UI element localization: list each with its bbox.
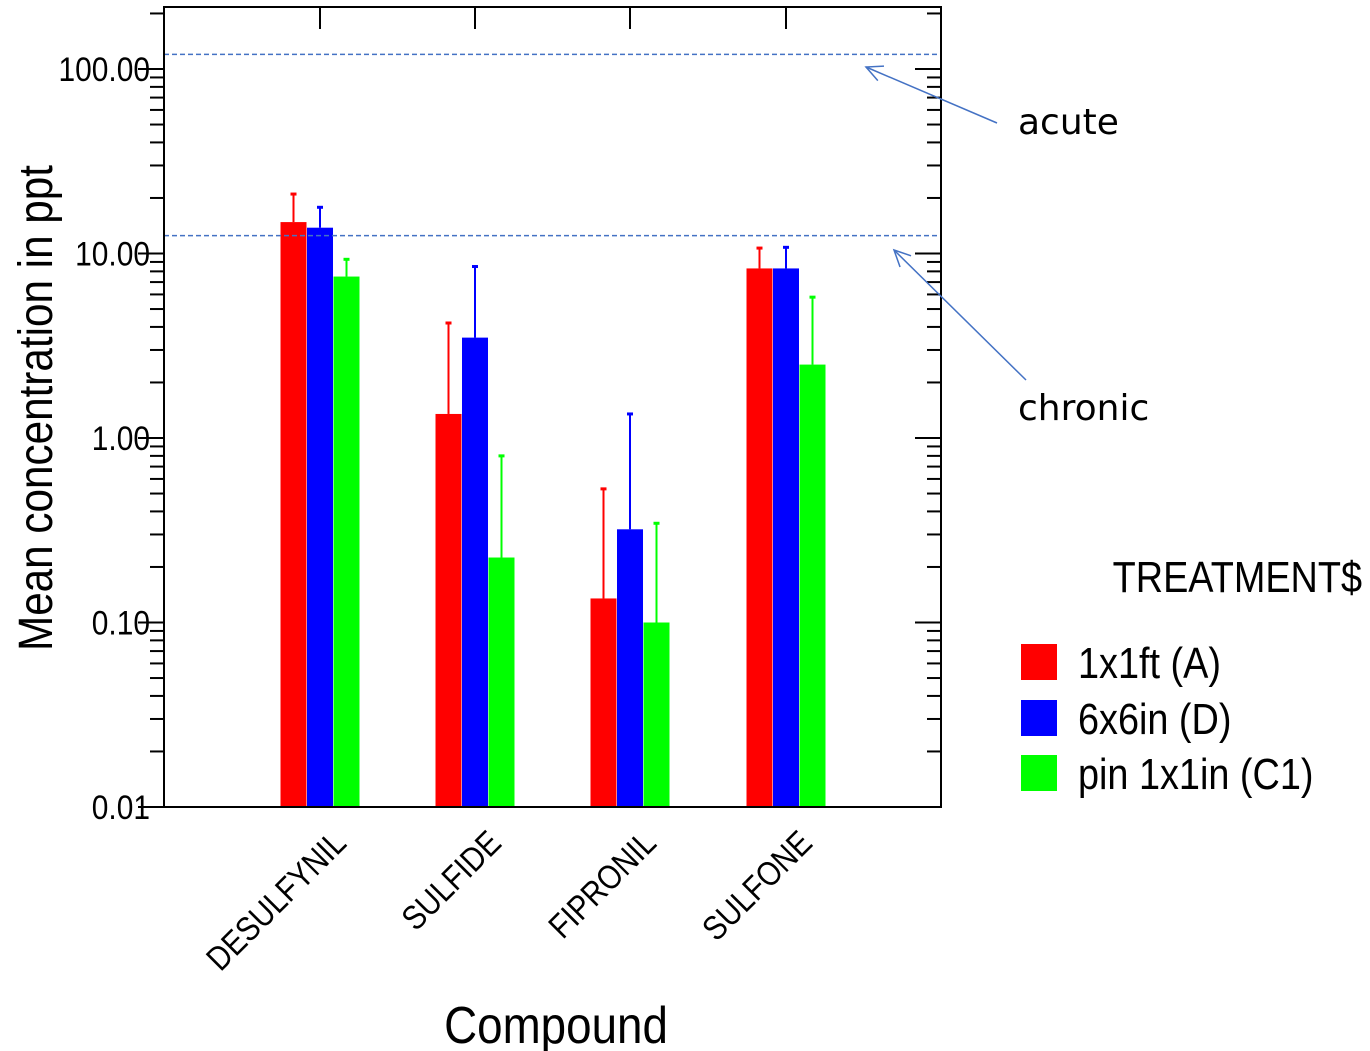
bar <box>643 622 670 807</box>
y-tick-label: 10.00 <box>75 235 150 273</box>
y-tick-label: 0.10 <box>92 604 150 642</box>
bar <box>746 268 773 808</box>
y-tick-labels: 0.01 0.10 1.00 10.00 100.00 <box>59 50 150 826</box>
x-tick-label: SULFONE <box>694 823 819 948</box>
bar <box>773 268 799 808</box>
legend: TREATMENT$ 1x1ft (A) 6x6in (D) pin 1x1in (C… <box>1021 552 1363 799</box>
annotation-arrow <box>893 249 1027 381</box>
bar <box>435 413 462 807</box>
x-tick-label: DESULFYNIL <box>199 823 354 978</box>
y-tick-label: 100.00 <box>59 50 150 88</box>
x-axis-title: Compound <box>444 997 668 1051</box>
legend-label: 1x1ft (A) <box>1078 638 1221 687</box>
legend-label: pin 1x1in (C1) <box>1078 749 1313 798</box>
x-tick-label: SULFIDE <box>394 823 509 938</box>
x-tick-labels: DESULFYNIL SULFIDE FIPRONIL SULFONE <box>199 823 820 978</box>
legend-swatch <box>1021 700 1057 736</box>
bar <box>799 364 826 807</box>
y-tick-label: 0.01 <box>92 788 150 826</box>
legend-label: 6x6in (D) <box>1078 694 1231 743</box>
bars <box>280 192 826 808</box>
bar <box>280 222 307 807</box>
bar <box>590 598 617 807</box>
y-tick-label: 1.00 <box>92 419 150 457</box>
annotation-arrowhead <box>892 248 912 268</box>
bar <box>333 276 360 807</box>
annotation-label: chronic <box>1018 388 1149 429</box>
legend-swatch <box>1021 755 1057 791</box>
y-axis-title: Mean concentration in ppt <box>8 165 62 651</box>
plot-frame <box>163 6 942 808</box>
annotation-arrow <box>865 66 998 124</box>
bar <box>488 557 515 807</box>
bar <box>617 529 643 807</box>
x-tick-label: FIPRONIL <box>541 823 664 946</box>
bar <box>307 227 333 807</box>
annotation-label: acute <box>1018 102 1119 143</box>
legend-title: TREATMENT$ <box>1113 552 1363 601</box>
legend-swatch <box>1021 644 1057 680</box>
bar <box>462 337 488 807</box>
reference-lines <box>164 53 941 237</box>
annotations: acute chronic <box>864 65 1149 429</box>
annotation-arrowhead <box>864 65 885 82</box>
